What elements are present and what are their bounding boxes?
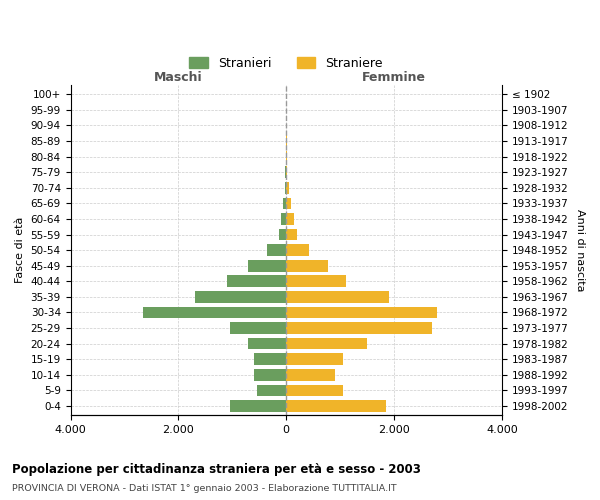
Bar bbox=[286, 151, 287, 162]
Bar bbox=[268, 244, 286, 256]
Bar bbox=[286, 354, 343, 365]
Bar bbox=[254, 369, 286, 380]
Bar bbox=[286, 213, 294, 225]
Bar bbox=[284, 182, 286, 194]
Bar bbox=[230, 322, 286, 334]
Bar bbox=[194, 291, 286, 302]
Text: Femmine: Femmine bbox=[362, 71, 426, 84]
Bar bbox=[278, 228, 286, 240]
Text: PROVINCIA DI VERONA - Dati ISTAT 1° gennaio 2003 - Elaborazione TUTTITALIA.IT: PROVINCIA DI VERONA - Dati ISTAT 1° genn… bbox=[12, 484, 397, 493]
Y-axis label: Anni di nascita: Anni di nascita bbox=[575, 209, 585, 292]
Bar bbox=[286, 400, 386, 412]
Bar bbox=[143, 306, 286, 318]
Bar bbox=[286, 369, 335, 380]
Bar bbox=[286, 306, 437, 318]
Bar bbox=[286, 384, 343, 396]
Bar bbox=[286, 244, 309, 256]
Bar bbox=[286, 198, 291, 209]
Bar bbox=[286, 338, 367, 349]
Bar bbox=[257, 384, 286, 396]
Bar bbox=[230, 400, 286, 412]
Bar bbox=[286, 228, 297, 240]
Text: Maschi: Maschi bbox=[154, 71, 203, 84]
Bar bbox=[248, 260, 286, 272]
Bar bbox=[286, 260, 328, 272]
Bar bbox=[254, 354, 286, 365]
Bar bbox=[286, 182, 289, 194]
Bar bbox=[248, 338, 286, 349]
Legend: Stranieri, Straniere: Stranieri, Straniere bbox=[184, 52, 388, 74]
Bar bbox=[286, 322, 432, 334]
Bar bbox=[286, 276, 346, 287]
Bar bbox=[281, 213, 286, 225]
Bar bbox=[286, 166, 287, 178]
Text: Popolazione per cittadinanza straniera per età e sesso - 2003: Popolazione per cittadinanza straniera p… bbox=[12, 462, 421, 475]
Bar bbox=[227, 276, 286, 287]
Bar bbox=[286, 291, 389, 302]
Bar bbox=[283, 198, 286, 209]
Y-axis label: Fasce di età: Fasce di età bbox=[15, 217, 25, 284]
